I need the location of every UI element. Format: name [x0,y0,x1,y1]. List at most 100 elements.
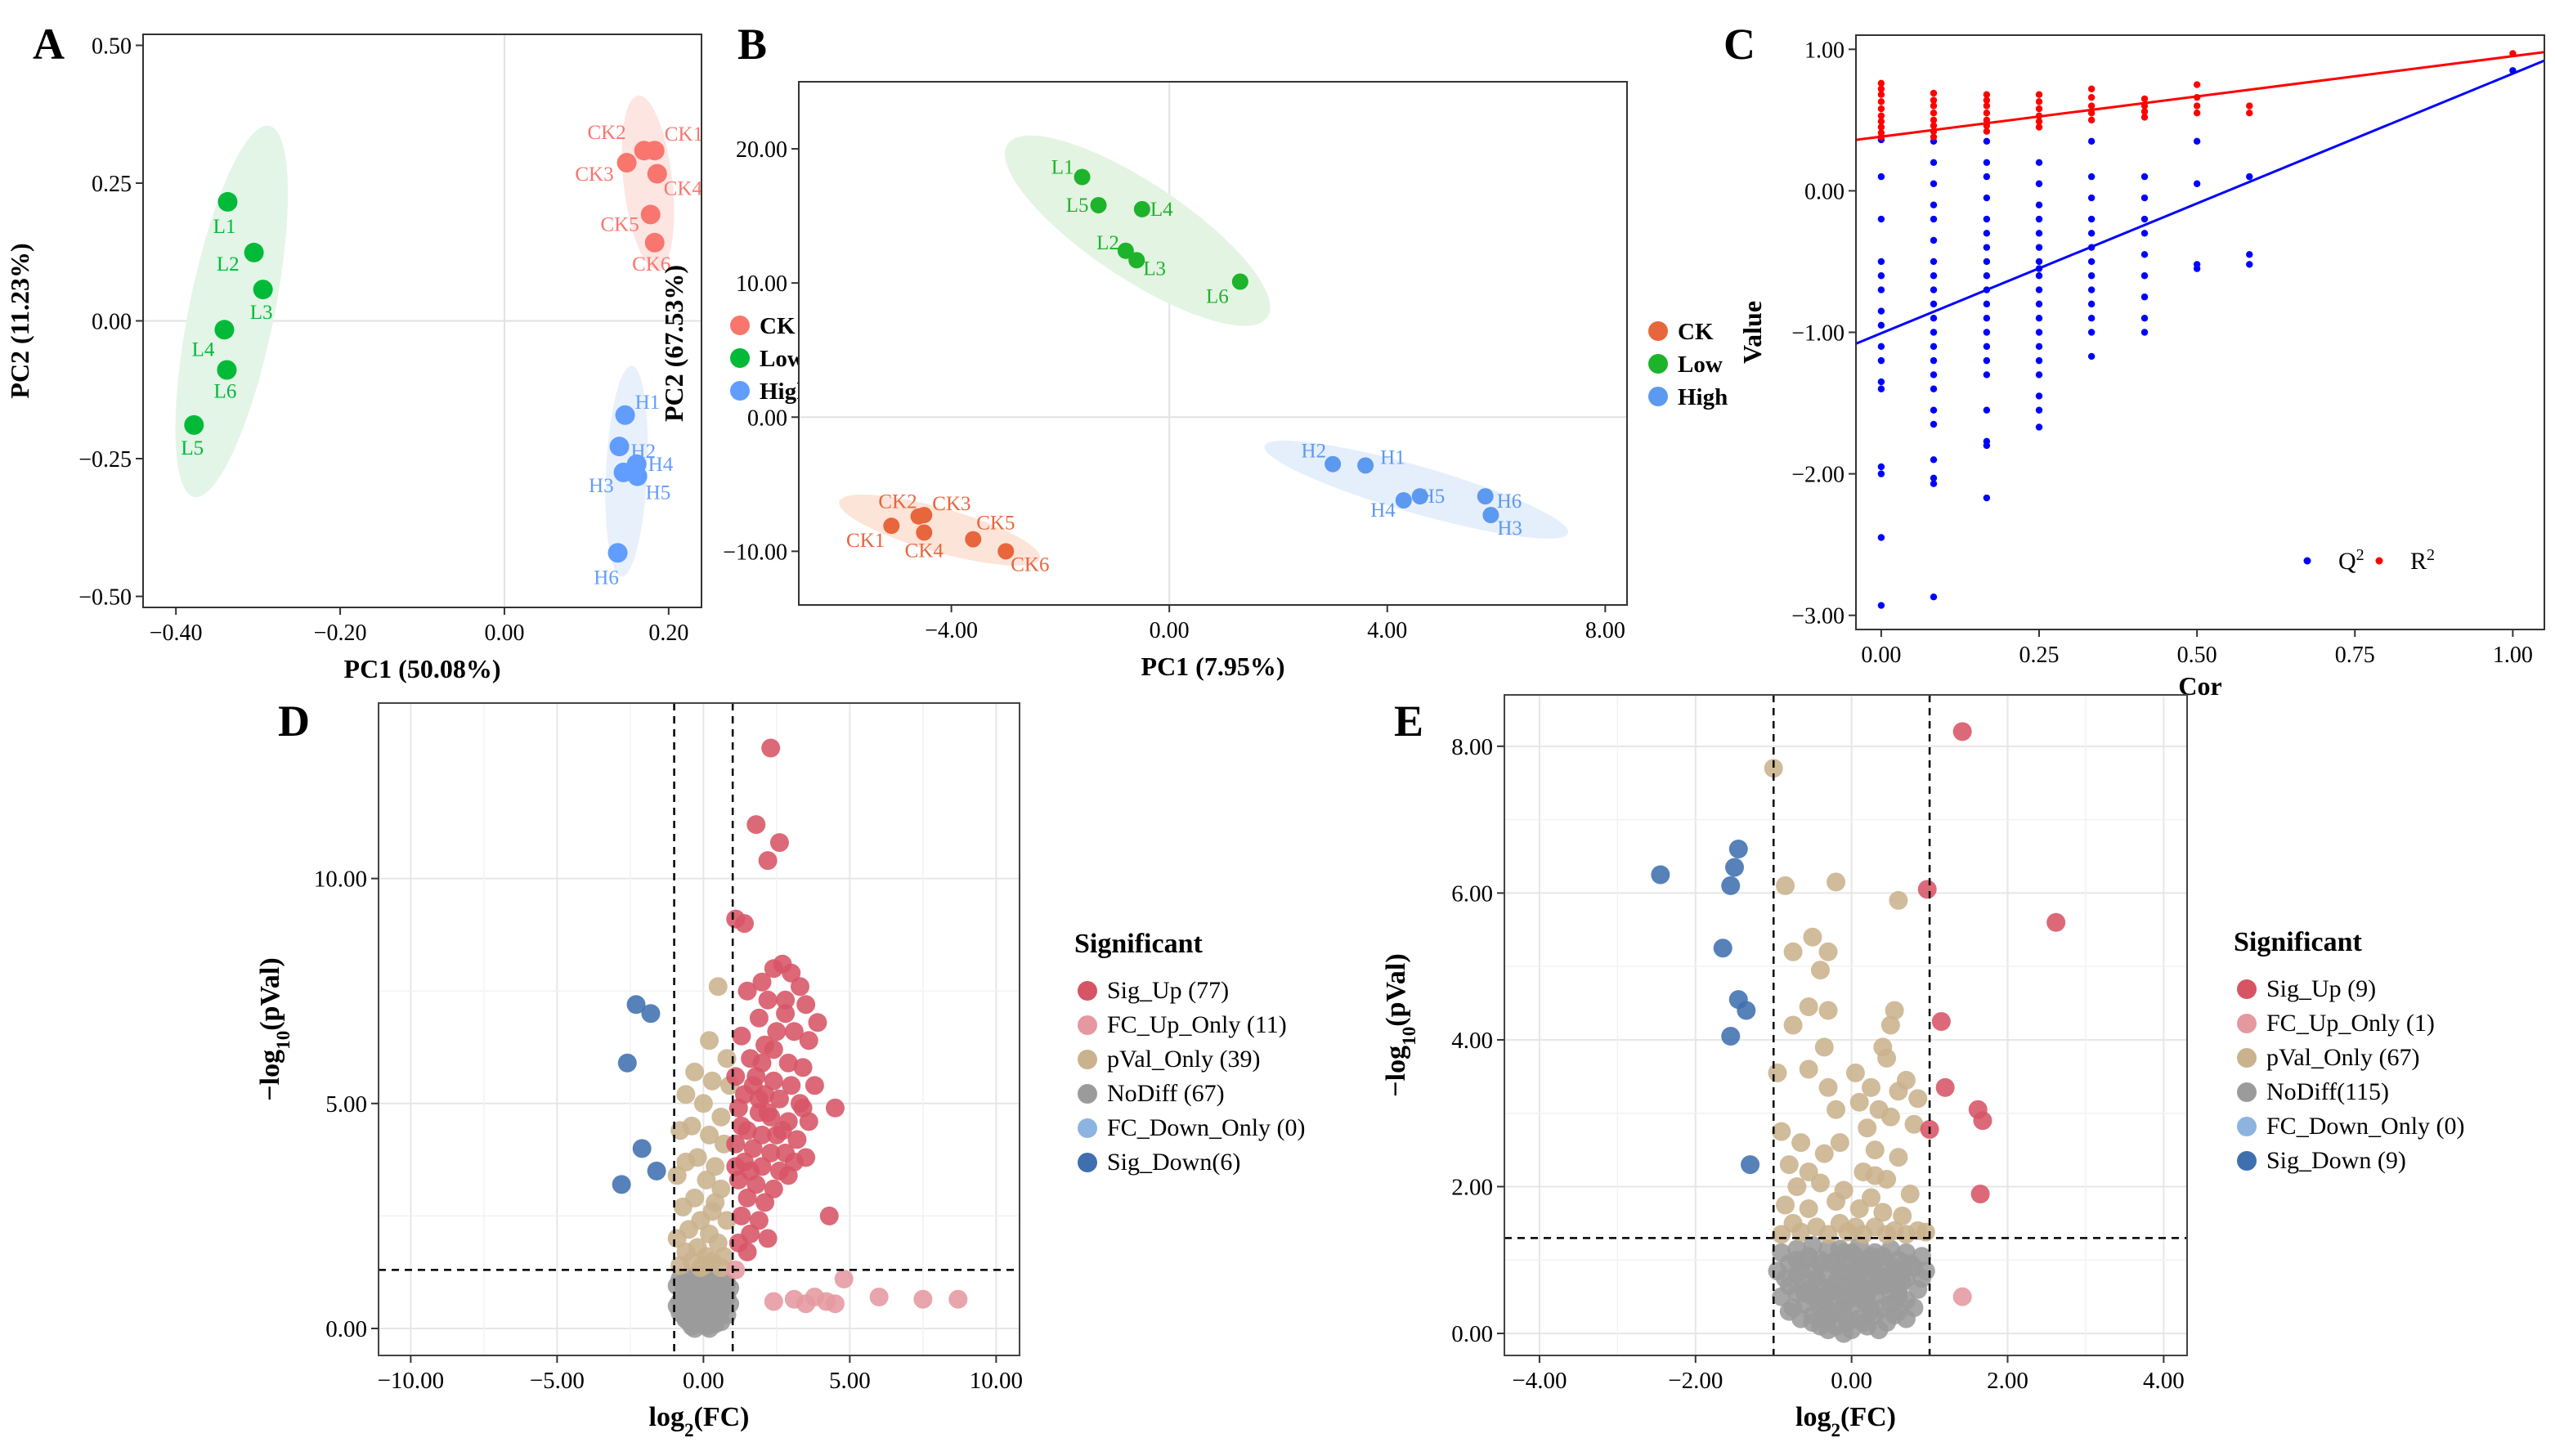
point-label-ck1: CK1 [665,123,703,146]
point-label-h2: H2 [1302,441,1327,463]
point-sig-up [791,977,810,997]
point-sig-up [737,1242,757,1261]
point-q2 [2035,343,2043,351]
y-axis-title: PC2 (11.23%) [5,243,34,398]
series-sig-down [1651,840,1760,1175]
point-q2 [1877,378,1885,386]
legend-label: Sig_Down (9) [2266,1147,2406,1174]
legend-swatch [1078,1084,1097,1104]
point-q2 [2087,172,2096,181]
point-pval-only [717,1049,737,1068]
panel-letter-D: D [278,697,310,746]
point-pval-only [1877,1048,1897,1068]
point-pval-only [1889,1082,1908,1101]
y-tick-label: −3.00 [1791,604,1845,629]
y-tick-label: 0.00 [1451,1321,1493,1347]
point-sig-up [805,1076,824,1095]
series-high: H1 H2 H3 H4 H5 H6 [589,392,674,589]
point-q2 [2140,251,2149,258]
point-label-ck4: CK4 [905,540,944,562]
plot-border [1504,694,2188,1356]
legend-label-r2: R2 [2410,546,2435,575]
point-pval-only [1818,1225,1838,1244]
point-q2 [2087,230,2096,237]
point-q2 [1877,385,1885,392]
point-h6 [1477,488,1494,505]
y-tick-label: 10.00 [736,271,787,297]
point-sig-down [647,1161,666,1180]
point-pval-only [1787,1177,1807,1197]
point-l6 [1231,273,1248,290]
plot-border [378,702,1020,1356]
series-nodiff [1768,1235,1935,1343]
point-q2 [2035,180,2043,187]
series-ck: CK1 CK2 CK3 CK4 CK5 CK6 [575,122,703,276]
legend-swatch [1078,981,1097,1001]
point-pval-only [1810,1173,1830,1193]
point-r2 [1877,118,1885,125]
series-q2 [1877,67,2517,609]
point-pval-only [717,1211,737,1230]
point-r2 [1877,105,1885,113]
point-r2 [2035,91,2043,98]
legend-swatch [2237,1014,2257,1033]
x-tick-label: 0.00 [484,620,524,646]
point-pval-only [697,1170,716,1189]
x-tick-label: −2.00 [1668,1368,1723,1394]
point-sig-up [776,1004,796,1024]
point-r2 [1930,133,1938,141]
point-nodiff [1834,1276,1853,1296]
point-sig-up [773,1121,792,1140]
point-sig-up [732,1206,751,1225]
point-sig-up [778,1053,798,1073]
point-pval-only [667,1166,687,1185]
point-r2 [1930,102,1938,110]
point-nodiff [1893,1261,1912,1281]
x-tick-label: 0.75 [2335,643,2375,668]
point-q2 [1983,441,1991,450]
point-sig-up [769,833,789,853]
point-pval-only [700,1125,719,1145]
point-q2 [1983,194,1991,202]
legend-swatch-q2 [2303,557,2311,565]
point-label-ck4: CK4 [664,178,703,200]
plot-area [1856,35,2544,629]
point-sig-up [728,1098,748,1118]
point-r2 [1983,96,1991,104]
point-nodiff [1853,1313,1873,1333]
legend-label: FC_Up_Only (1) [2266,1010,2435,1037]
point-sig-up [758,1103,778,1122]
point-sig-up [764,1071,783,1091]
point-r2 [2246,110,2253,117]
point-sig-down [1728,840,1748,859]
y-axis-title: −log10(pVal) [255,957,294,1100]
legend-label: Sig_Up (77) [1107,977,1229,1004]
point-pval-only [1853,1225,1873,1244]
point-r2 [1877,98,1885,105]
point-fc-up-only [948,1289,968,1309]
point-q2 [2087,137,2096,146]
point-q2 [1930,159,1938,166]
series-ck: CK1 CK2 CK3 CK4 CK5 CK6 [846,491,1049,576]
point-q2 [2035,406,2043,414]
panel-B: CK1 CK2 CK3 CK4 CK5 CK6 L1 L2 L3 L4 L5 L6 H1 H2 H3 H4 H5… [659,81,1728,681]
y-tick-label: 5.00 [325,1091,367,1118]
point-q2 [1877,272,1885,280]
x-tick-label: −4.00 [925,618,978,643]
point-pval-only [1799,1198,1818,1218]
series-fc-up-only [726,1260,968,1314]
point-ck6 [644,232,665,253]
point-pval-only [667,1229,687,1248]
point-q2 [2140,293,2149,301]
point-pval-only [691,1258,710,1278]
point-l3 [253,280,273,300]
point-sig-up [737,981,757,1001]
point-pval-only [1799,997,1818,1017]
panel-letter-A: A [33,20,65,69]
point-sig-up [1952,722,1972,741]
legend-label-q2: Q2 [2338,546,2364,575]
y-tick-label: 8.00 [1451,734,1493,760]
legend-swatch-ck [1648,321,1668,341]
point-q2 [1930,329,1938,336]
point-label-l1: L1 [1051,157,1074,179]
